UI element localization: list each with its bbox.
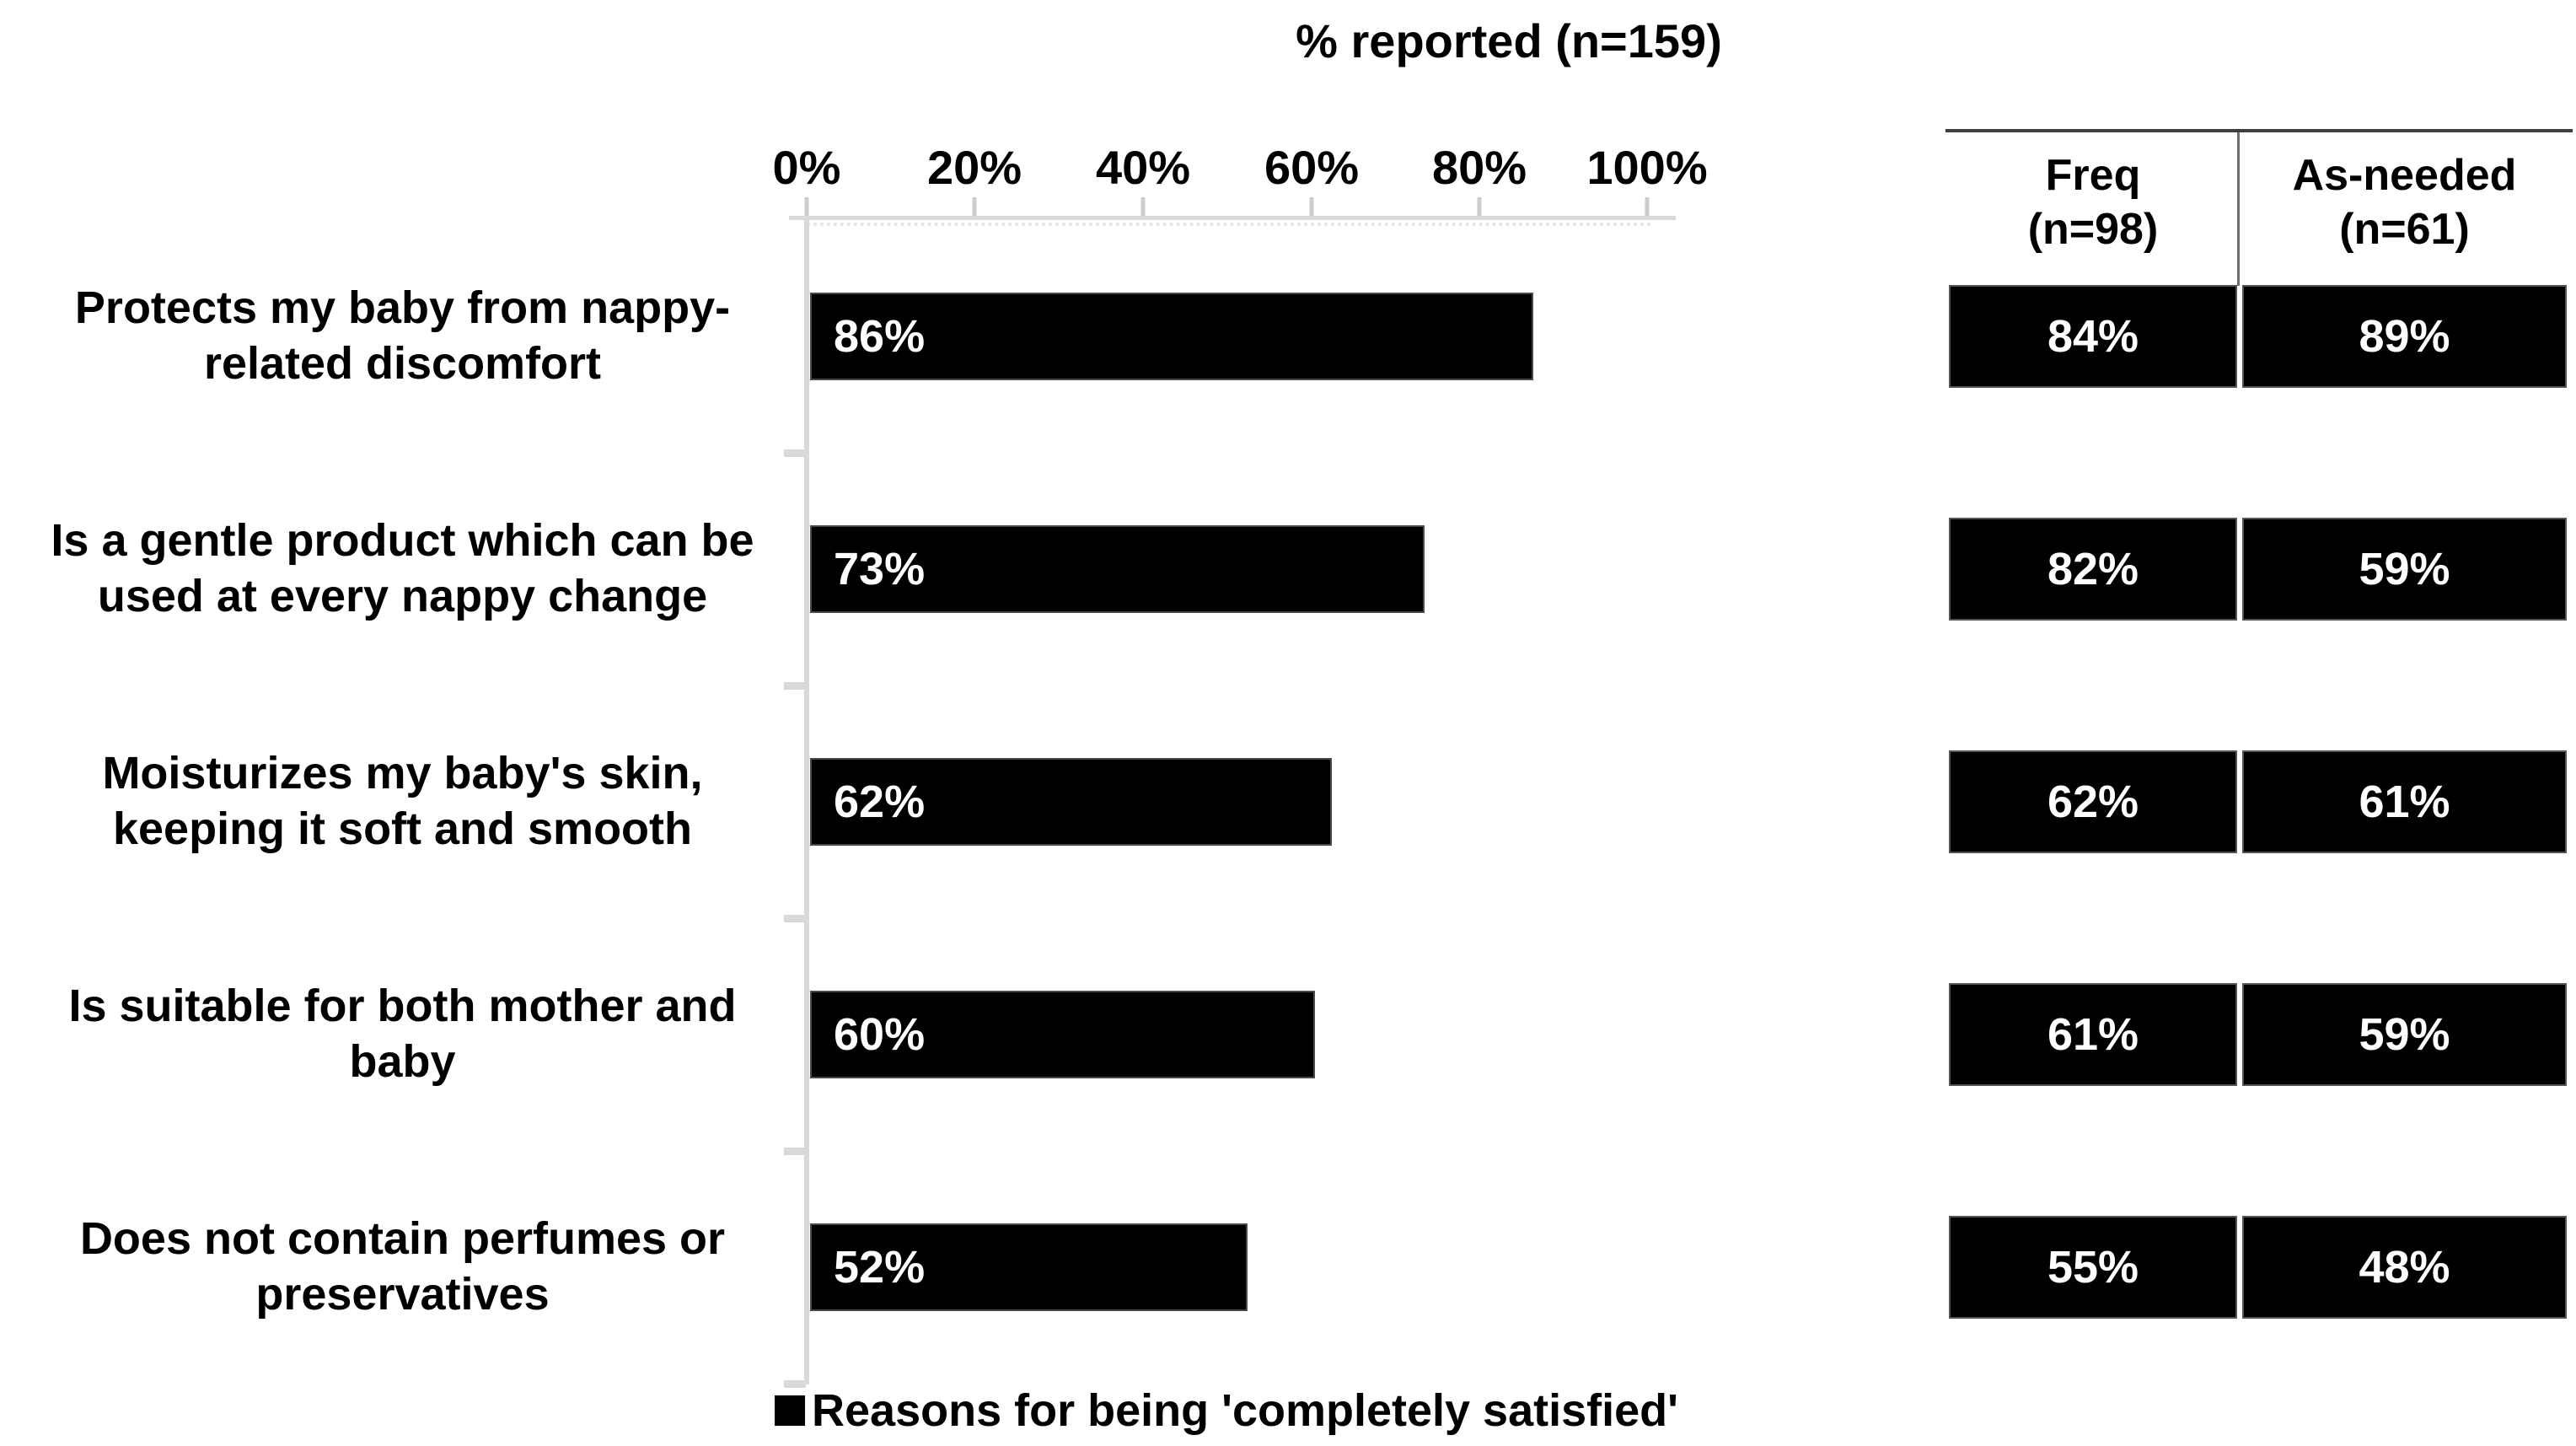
table-header-freq: Freq (n=98): [1949, 148, 2237, 256]
x-tick-mark: [804, 197, 809, 218]
category-label: Protects my baby from nappy-related disc…: [74, 282, 731, 389]
chart-row: Moisturizes my baby's skin, keeping it s…: [0, 685, 2576, 918]
x-tick-label-40: 40%: [1095, 141, 1191, 194]
bar-value-label: 52%: [834, 1242, 926, 1293]
table-cell-asneeded: 48%: [2242, 1216, 2567, 1319]
x-tick-mark: [1645, 197, 1650, 218]
table-cell-asneeded: 59%: [2242, 983, 2567, 1086]
table-header-asneeded: As-needed (n=61): [2242, 148, 2567, 256]
x-tick-mark: [972, 197, 977, 218]
table-header-asneeded-line1: As-needed: [2292, 151, 2517, 200]
x-tick-label-80: 80%: [1431, 141, 1527, 194]
x-tick-label-0: 0%: [772, 141, 841, 194]
x-tick-label-20: 20%: [926, 141, 1022, 194]
table-top-border: [1945, 129, 2573, 132]
category-label: Moisturizes my baby's skin, keeping it s…: [102, 748, 703, 854]
table-header-asneeded-line2: (n=61): [2339, 205, 2470, 254]
y-axis-tick: [784, 1380, 806, 1388]
bar-value-label: 62%: [834, 777, 926, 827]
bar: 86%: [810, 293, 1533, 380]
legend: Reasons for being 'completely satisfied': [775, 1384, 1678, 1437]
table-cell-freq: 55%: [1949, 1216, 2237, 1319]
table-cell-freq: 82%: [1949, 518, 2237, 621]
chart-row: Protects my baby from nappy-related disc…: [0, 220, 2576, 453]
legend-label: Reasons for being 'completely satisfied': [812, 1385, 1678, 1436]
y-axis-tick: [784, 1148, 806, 1155]
category-label: Is suitable for both mother and baby: [68, 981, 737, 1087]
table-header-divider: [2237, 132, 2240, 286]
bar-value-label: 60%: [834, 1009, 926, 1060]
category-label: Does not contain perfumes or preservativ…: [79, 1213, 726, 1320]
table-cell-freq: 61%: [1949, 983, 2237, 1086]
chart-title: % reported (n=159): [1296, 14, 1722, 67]
bar: 60%: [810, 991, 1315, 1078]
y-axis-tick: [784, 449, 806, 457]
y-axis-line: [804, 216, 809, 1384]
x-tick-label-100: 100%: [1586, 141, 1708, 194]
x-tick-mark: [1477, 197, 1482, 218]
table-cell-freq: 84%: [1949, 285, 2237, 388]
bar-value-label: 86%: [834, 311, 926, 362]
y-axis-tick: [784, 682, 806, 690]
chart-row: Is a gentle product which can be used at…: [0, 453, 2576, 685]
table-cell-asneeded: 59%: [2242, 518, 2567, 621]
chart-row: Is suitable for both mother and baby 60%…: [0, 918, 2576, 1151]
table-cell-asneeded: 89%: [2242, 285, 2567, 388]
x-tick-label-60: 60%: [1264, 141, 1360, 194]
x-axis-minor-ticks: [807, 223, 1651, 226]
table-header-freq-line1: Freq: [2045, 151, 2141, 200]
bar: 52%: [810, 1223, 1248, 1311]
table-cell-asneeded: 61%: [2242, 750, 2567, 853]
legend-marker-icon: [775, 1395, 806, 1426]
x-tick-mark: [1309, 197, 1314, 218]
y-axis-tick: [784, 915, 806, 922]
x-axis-line: [789, 216, 1676, 220]
table-header-freq-line2: (n=98): [2027, 205, 2159, 254]
chart-row: Does not contain perfumes or preservativ…: [0, 1151, 2576, 1384]
bar-value-label: 73%: [834, 544, 926, 594]
category-label: Is a gentle product which can be used at…: [51, 515, 754, 621]
x-tick-mark: [1140, 197, 1146, 218]
bar: 62%: [810, 758, 1332, 846]
bar: 73%: [810, 525, 1425, 613]
table-cell-freq: 62%: [1949, 750, 2237, 853]
